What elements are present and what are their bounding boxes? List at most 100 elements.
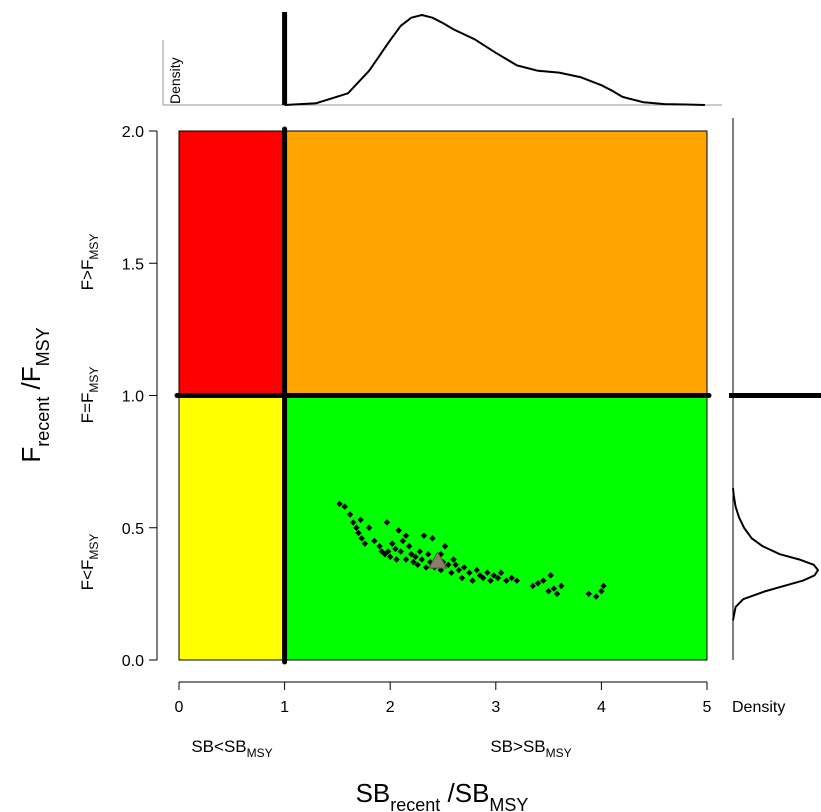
y-zone-label-equal-sub: MSY <box>87 367 101 393</box>
data-point <box>473 566 480 574</box>
data-point <box>503 577 510 584</box>
x-zone-label-left-sub: MSY <box>247 746 273 760</box>
data-point <box>429 535 436 542</box>
data-point <box>336 500 343 508</box>
data-point <box>534 580 542 587</box>
x-tick-label: 1 <box>280 699 289 716</box>
data-point <box>558 582 565 590</box>
y-tick-label: 1.0 <box>122 389 144 406</box>
y-zone-label-equal-main: F=F <box>78 393 97 424</box>
right-density-label: Density <box>732 699 785 716</box>
data-point <box>402 532 410 539</box>
data-point <box>357 516 364 524</box>
y-axis-title: Frecent /FMSY <box>16 327 53 462</box>
top-density-label: Density <box>167 57 183 104</box>
y-zone-label-high: F>FMSY <box>78 234 101 291</box>
top-density-curve <box>284 14 705 106</box>
x-axis-title-sep: /SB <box>440 778 489 808</box>
zone-overfished-overfishing <box>179 131 285 396</box>
data-point <box>425 551 432 558</box>
scatter-points <box>336 500 607 600</box>
data-point <box>497 569 505 576</box>
y-zone-label-low-sub: MSY <box>87 534 101 560</box>
y-tick-label: 0.0 <box>122 653 144 670</box>
y-zone-label-high-main: F>F <box>78 260 97 291</box>
x-zone-label-right-sub: MSY <box>546 746 572 760</box>
data-point <box>402 556 410 563</box>
data-point <box>387 553 394 561</box>
data-point <box>358 535 365 542</box>
data-point <box>550 585 558 592</box>
data-point <box>410 558 417 566</box>
data-point <box>600 582 607 590</box>
data-point <box>422 564 430 571</box>
x-zone-label-right-main: SB>SB <box>490 737 545 756</box>
data-point <box>508 574 515 582</box>
x-tick-label: 2 <box>386 699 395 716</box>
data-point <box>479 574 487 582</box>
data-point <box>513 577 521 584</box>
y-axis-title-sub1: recent <box>33 397 53 447</box>
x-tick-label: 0 <box>175 699 184 716</box>
x-tick-label: 5 <box>703 699 712 716</box>
x-axis-title-sub1: recent <box>390 795 440 812</box>
data-point <box>389 540 396 547</box>
data-point <box>466 569 473 576</box>
top-density-panel <box>162 12 722 106</box>
data-point <box>455 566 463 574</box>
x-axis-title-sub2: MSY <box>489 795 528 812</box>
data-point <box>450 556 457 563</box>
data-point <box>469 577 476 584</box>
data-point <box>418 556 426 563</box>
data-point <box>545 588 552 595</box>
data-point <box>376 543 383 550</box>
data-point <box>487 577 494 584</box>
data-point <box>598 588 605 595</box>
y-zone-label-low-main: F<F <box>78 560 97 591</box>
y-tick-label: 2.0 <box>122 124 144 141</box>
data-point <box>393 556 400 563</box>
x-tick-label: 3 <box>491 699 500 716</box>
y-axis-title-sep: /F <box>16 366 46 396</box>
x-zone-label-left-main: SB<SB <box>191 737 246 756</box>
median-marker <box>427 551 448 569</box>
y-axis-title-main: F <box>16 447 46 463</box>
data-point <box>350 519 357 526</box>
data-point <box>445 561 452 568</box>
data-point <box>381 551 389 558</box>
data-point <box>460 564 468 571</box>
data-point <box>361 540 369 547</box>
data-point <box>397 548 404 555</box>
x-axis-title-main: SB <box>356 778 391 808</box>
data-point <box>585 590 592 598</box>
zone-overfishing <box>284 131 707 396</box>
y-zone-label-low: F<FMSY <box>78 534 101 591</box>
data-point <box>392 545 399 553</box>
x-tick-label: 4 <box>597 699 606 716</box>
zone-healthy <box>284 395 707 660</box>
axes: 0.0 0.5 1.0 1.5 2.0 0 1 2 3 4 5 <box>122 124 712 716</box>
data-point <box>416 548 423 555</box>
data-point <box>458 574 466 582</box>
data-point <box>371 537 378 545</box>
data-point <box>448 569 455 576</box>
y-tick-label: 1.5 <box>122 256 144 273</box>
right-density-curve <box>732 487 819 621</box>
data-point <box>346 511 354 518</box>
data-point <box>529 582 536 590</box>
y-tick-label: 0.5 <box>122 521 144 538</box>
y-zone-label-equal: F=FMSY <box>78 367 101 424</box>
zone-overfished <box>179 395 285 660</box>
data-point <box>494 574 502 582</box>
x-zone-label-right: SB>SBMSY <box>490 737 571 760</box>
y-zone-label-high-sub: MSY <box>87 234 101 260</box>
data-point <box>441 543 449 550</box>
data-point <box>484 569 491 576</box>
x-axis-title: SBrecent /SBMSY <box>356 778 529 812</box>
data-point <box>420 532 428 539</box>
data-point <box>383 519 391 526</box>
data-point <box>395 527 402 534</box>
data-point <box>406 543 413 550</box>
reference-lines <box>174 126 712 665</box>
